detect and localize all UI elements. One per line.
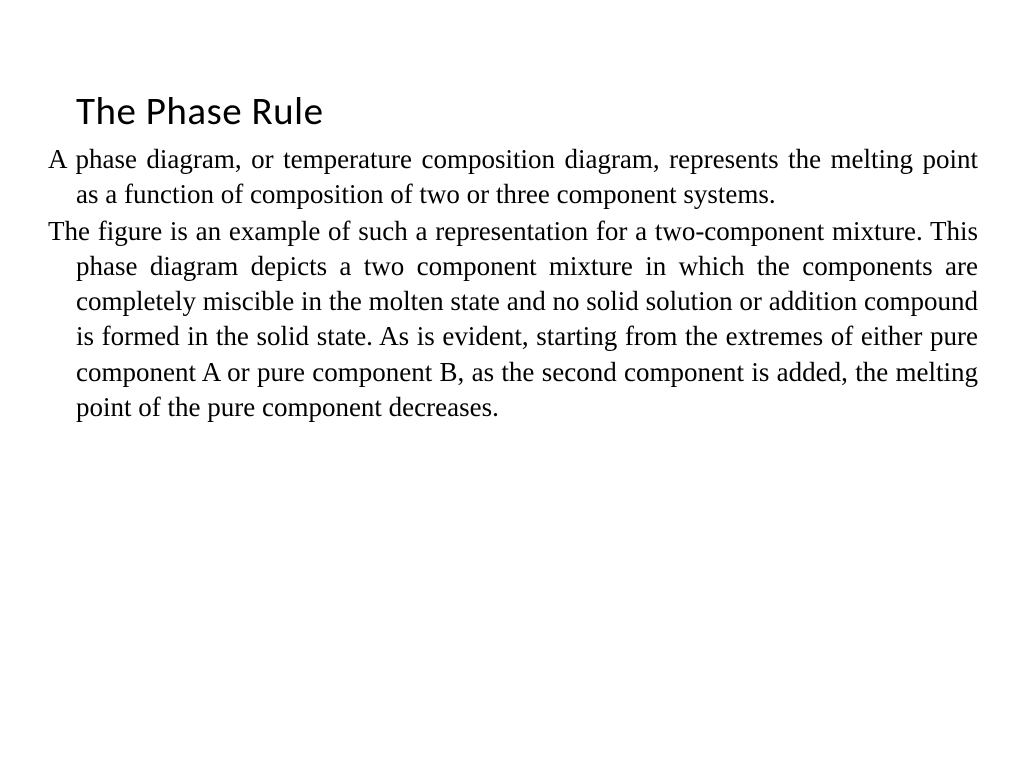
- paragraph-1: A phase diagram, or temperature composit…: [48, 142, 978, 212]
- slide-body: A phase diagram, or temperature composit…: [48, 142, 978, 427]
- slide-title: The Phase Rule: [76, 88, 324, 135]
- paragraph-2: The figure is an example of such a repre…: [48, 214, 978, 425]
- slide: The Phase Rule A phase diagram, or tempe…: [0, 0, 1024, 768]
